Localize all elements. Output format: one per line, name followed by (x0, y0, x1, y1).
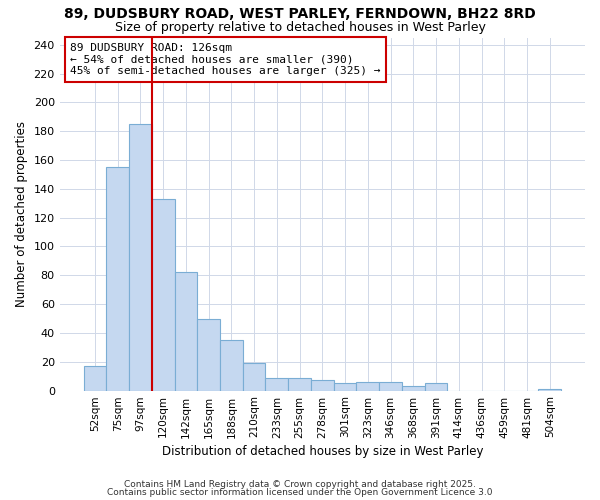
Text: 89 DUDSBURY ROAD: 126sqm
← 54% of detached houses are smaller (390)
45% of semi-: 89 DUDSBURY ROAD: 126sqm ← 54% of detach… (70, 43, 380, 76)
Y-axis label: Number of detached properties: Number of detached properties (15, 121, 28, 307)
Text: Contains public sector information licensed under the Open Government Licence 3.: Contains public sector information licen… (107, 488, 493, 497)
Text: Size of property relative to detached houses in West Parley: Size of property relative to detached ho… (115, 21, 485, 34)
Bar (152, 199, 175, 390)
Bar (334, 384, 356, 390)
Bar (175, 272, 197, 390)
Bar (288, 378, 311, 390)
Bar (425, 384, 448, 390)
Bar (402, 386, 425, 390)
Bar (243, 363, 265, 390)
Text: 89, DUDSBURY ROAD, WEST PARLEY, FERNDOWN, BH22 8RD: 89, DUDSBURY ROAD, WEST PARLEY, FERNDOWN… (64, 8, 536, 22)
Bar (197, 318, 220, 390)
Text: Contains HM Land Registry data © Crown copyright and database right 2025.: Contains HM Land Registry data © Crown c… (124, 480, 476, 489)
Bar (538, 389, 561, 390)
Bar (379, 382, 402, 390)
Bar (356, 382, 379, 390)
Bar (106, 167, 129, 390)
Bar (265, 378, 288, 390)
Bar (83, 366, 106, 390)
Bar (129, 124, 152, 390)
X-axis label: Distribution of detached houses by size in West Parley: Distribution of detached houses by size … (161, 444, 483, 458)
Bar (220, 340, 243, 390)
Bar (311, 380, 334, 390)
